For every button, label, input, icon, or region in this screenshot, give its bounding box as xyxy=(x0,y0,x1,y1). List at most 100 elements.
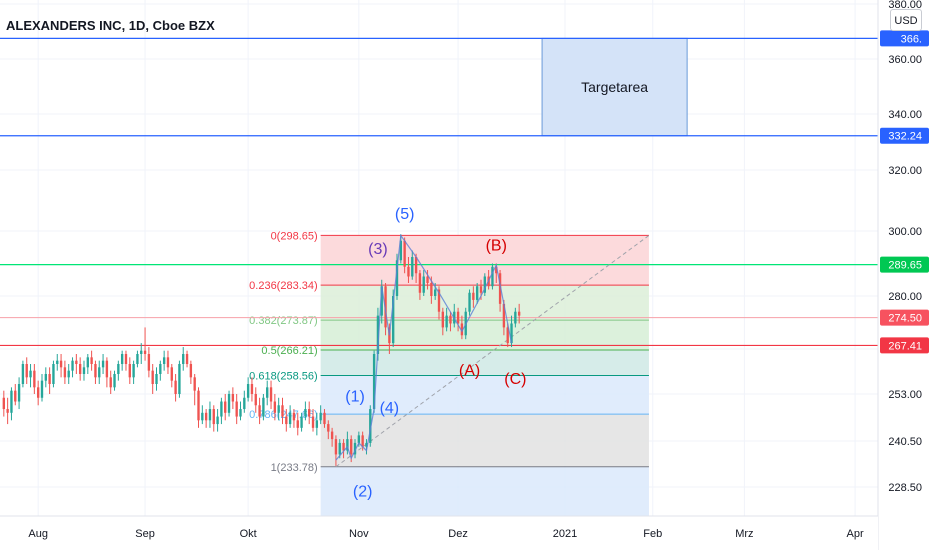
candle-body xyxy=(29,370,32,378)
y-tick-label: 300.00 xyxy=(888,226,922,238)
candle-body xyxy=(33,370,36,388)
price-label-badge xyxy=(880,127,929,144)
candle-body xyxy=(350,439,353,455)
candle-body xyxy=(78,364,82,374)
price-label-badge xyxy=(880,30,929,47)
candle-body xyxy=(495,266,498,274)
candle-body xyxy=(189,364,193,378)
candle-body xyxy=(319,412,322,421)
price-axis-background xyxy=(878,0,932,550)
candle-body xyxy=(67,370,70,378)
candle-body xyxy=(422,276,425,293)
candle-body xyxy=(44,374,47,381)
candle-body xyxy=(502,303,506,328)
candle-body xyxy=(369,409,372,443)
candle-body xyxy=(147,354,151,371)
candle-body xyxy=(353,442,357,455)
candle-body xyxy=(269,387,273,402)
candle-body xyxy=(445,315,448,328)
candle-body xyxy=(6,409,9,413)
candle-body xyxy=(56,360,59,364)
wave-label: (B) xyxy=(486,238,507,255)
candle-body xyxy=(460,323,464,336)
candle-body xyxy=(277,405,280,413)
y-tick-label: 280.00 xyxy=(888,291,922,303)
x-tick-label: Okt xyxy=(240,528,257,540)
candle-body xyxy=(327,424,330,432)
candle-body xyxy=(155,374,158,384)
candle-body xyxy=(109,377,112,388)
candle-body xyxy=(308,409,311,417)
price-label-badge xyxy=(880,337,929,354)
candle-body xyxy=(197,390,200,421)
candle-body xyxy=(430,283,433,296)
candle-body xyxy=(288,412,292,425)
candle-body xyxy=(120,354,124,364)
candle-body xyxy=(506,327,509,344)
candle-body xyxy=(517,311,521,316)
candle-body xyxy=(403,240,406,267)
candle-body xyxy=(235,401,238,417)
candle-body xyxy=(63,367,67,378)
time-axis-background xyxy=(0,516,878,550)
candle-body xyxy=(71,360,74,371)
candle-body xyxy=(216,416,219,425)
candle-body xyxy=(220,401,223,417)
price-label-text: 332.24 xyxy=(888,131,922,143)
fib-level-label: 0.382(273.87) xyxy=(249,315,318,327)
candle-body xyxy=(239,409,242,417)
candle-body xyxy=(304,409,307,417)
candle-body xyxy=(365,442,368,447)
x-tick-label: Dez xyxy=(448,528,468,540)
target-area-label: Targetarea xyxy=(581,79,648,95)
candle-body xyxy=(399,240,403,261)
candle-body xyxy=(468,292,471,312)
candle-body xyxy=(395,260,399,296)
candle-body xyxy=(36,387,40,398)
candle-body xyxy=(384,286,387,328)
candle-body xyxy=(59,360,63,368)
candle-body xyxy=(2,397,6,410)
candle-body xyxy=(166,357,170,368)
candle-body xyxy=(483,276,486,293)
x-tick-label: Nov xyxy=(349,528,369,540)
candle-body xyxy=(292,412,296,421)
candle-body xyxy=(449,315,452,324)
candle-body xyxy=(132,364,135,378)
wave-label: (4) xyxy=(380,400,400,417)
candle-body xyxy=(193,377,196,391)
candle-body xyxy=(334,439,338,455)
candle-body xyxy=(411,257,414,277)
price-label-text: 289.65 xyxy=(888,260,922,272)
fib-level-label: 0.236(283.34) xyxy=(249,280,318,292)
candle-body xyxy=(498,273,502,304)
candle-body xyxy=(342,442,345,451)
chart-title: ALEXANDERS INC, 1D, Cboe BZX xyxy=(6,18,215,33)
wave-label: (2) xyxy=(353,484,373,501)
price-label-badge xyxy=(880,309,929,326)
candle-body xyxy=(140,350,143,354)
candle-body xyxy=(94,364,97,378)
candle-body xyxy=(281,405,284,417)
candle-body xyxy=(227,394,231,413)
candle-body xyxy=(174,380,177,394)
candle-body xyxy=(514,311,517,324)
candle-body xyxy=(204,412,208,421)
candle-body xyxy=(82,367,86,374)
candle-body xyxy=(361,435,364,447)
candle-body xyxy=(437,289,441,312)
candle-body xyxy=(178,364,181,394)
fib-level-label: 0.5(266.21) xyxy=(261,345,317,357)
candle-body xyxy=(433,289,437,296)
currency-button[interactable]: USD xyxy=(890,9,922,31)
candle-body xyxy=(98,367,101,378)
candle-body xyxy=(426,276,429,283)
candle-body xyxy=(105,360,109,378)
y-tick-label: 253.00 xyxy=(888,389,922,401)
candle-body xyxy=(296,420,299,428)
candle-body xyxy=(208,409,212,421)
candle-body xyxy=(372,354,376,410)
candle-body xyxy=(136,354,139,364)
wave-label: (1) xyxy=(345,389,365,406)
